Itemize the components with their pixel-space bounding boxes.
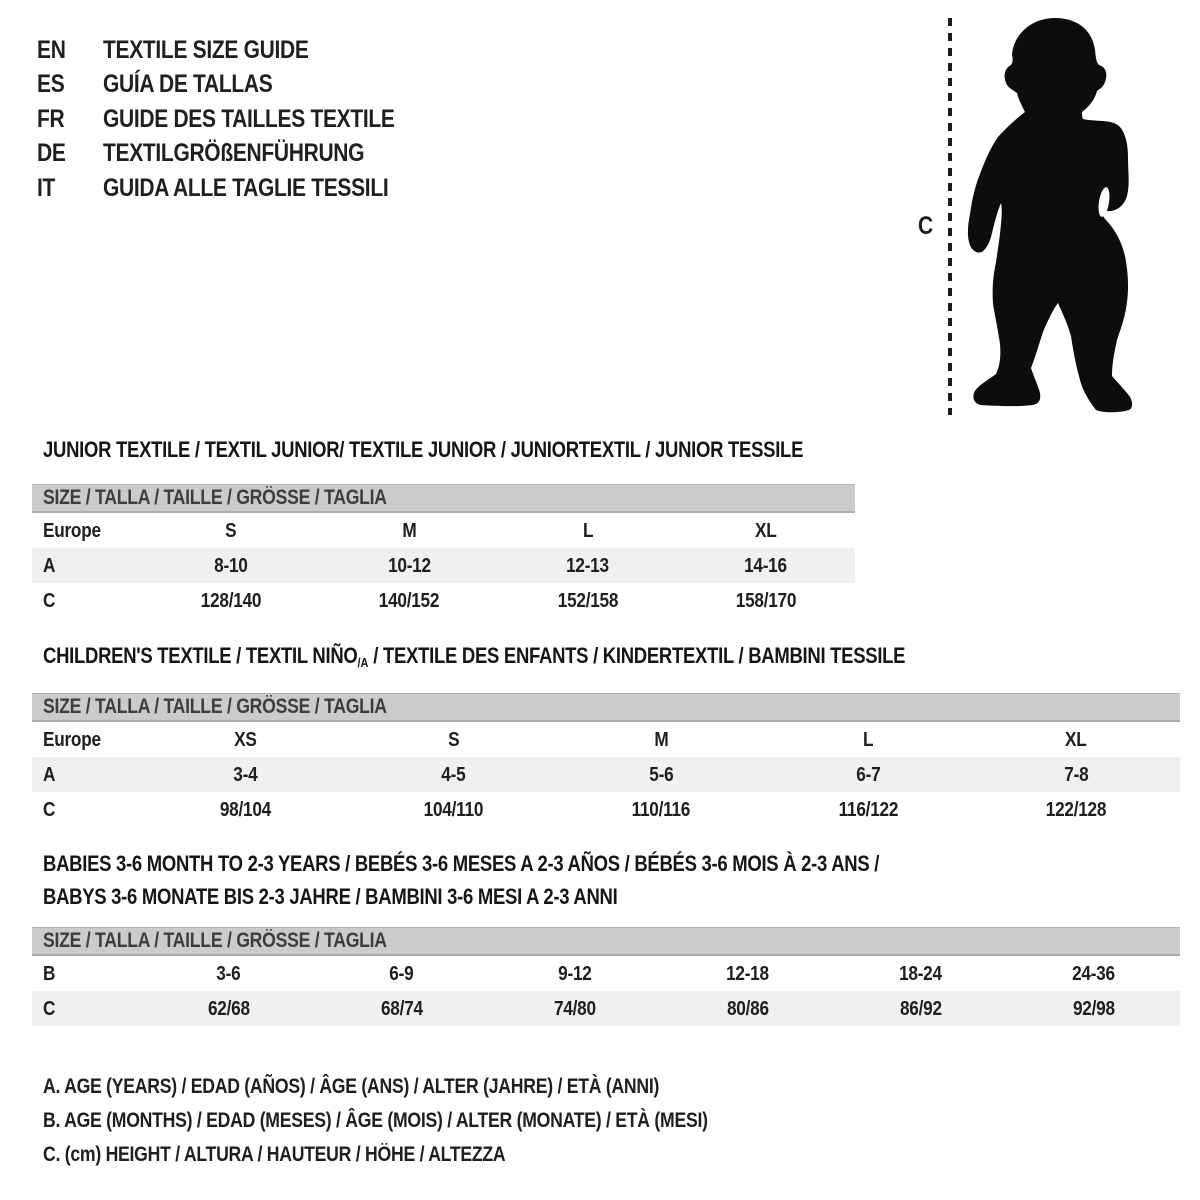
size-value: 14-16 (744, 553, 788, 577)
size-value: 62/68 (207, 996, 250, 1020)
size-value: 80/86 (726, 996, 769, 1020)
size-value: 8-10 (214, 553, 248, 577)
size-value: 18-24 (899, 961, 942, 985)
row-label: C (43, 588, 56, 612)
title-subscript: /A (357, 655, 369, 670)
language-row-fr: FR GUIDE DES TAILLES TEXTILE (37, 102, 450, 137)
junior-size-table: SIZE / TALLA / TAILLE / GRÖSSE / TAGLIA … (32, 484, 855, 618)
size-value: 74/80 (553, 996, 596, 1020)
table-row-months: B 3-6 6-9 9-12 12-18 18-24 24-36 (32, 956, 1180, 991)
size-table-header: SIZE / TALLA / TAILLE / GRÖSSE / TAGLIA (32, 693, 1180, 722)
table-row-region: Europe XS S M L XL (32, 722, 1180, 757)
size-value: 128/140 (200, 588, 262, 612)
size-value: 92/98 (1072, 996, 1115, 1020)
table-row-region: Europe S M L XL (32, 513, 855, 548)
language-row-es: ES GUÍA DE TALLAS (37, 68, 450, 103)
column-header: S (225, 518, 238, 542)
size-table-header: SIZE / TALLA / TAILLE / GRÖSSE / TAGLIA (32, 927, 1180, 956)
size-value: 140/152 (379, 588, 440, 612)
language-code: ES (37, 70, 65, 99)
legend-line-a: A. AGE (YEARS) / EDAD (AÑOS) / ÂGE (ANS)… (43, 1075, 660, 1098)
measurement-legend: A. AGE (YEARS) / EDAD (AÑOS) / ÂGE (ANS)… (43, 1070, 834, 1172)
row-label: C (43, 996, 56, 1020)
column-header: XS (234, 727, 258, 751)
row-label: B (43, 961, 56, 985)
region-label: Europe (43, 727, 101, 751)
children-size-table: SIZE / TALLA / TAILLE / GRÖSSE / TAGLIA … (32, 693, 1180, 827)
legend-line-b: B. AGE (MONTHS) / EDAD (MESES) / ÂGE (MO… (43, 1109, 708, 1132)
legend-line-c: C. (cm) HEIGHT / ALTURA / HAUTEUR / HÖHE… (43, 1143, 506, 1166)
baby-silhouette-icon (967, 18, 1133, 413)
size-value: 9-12 (557, 961, 592, 985)
size-value: 68/74 (380, 996, 423, 1020)
language-row-it: IT GUIDA ALLE TAGLIE TESSILI (37, 171, 450, 206)
size-value: 110/116 (631, 797, 691, 821)
language-code: EN (37, 35, 66, 64)
language-list: EN TEXTILE SIZE GUIDE ES GUÍA DE TALLAS … (37, 33, 450, 206)
size-value: 104/110 (423, 797, 484, 821)
column-header: S (447, 727, 460, 751)
size-value: 10-12 (387, 553, 431, 577)
table-row-height: C 98/104 104/110 110/116 116/122 122/128 (32, 792, 1180, 827)
region-label: Europe (43, 518, 101, 542)
size-value: 116/122 (838, 797, 899, 821)
size-value: 7-8 (1064, 762, 1089, 786)
junior-section-title: JUNIOR TEXTILE / TEXTIL JUNIOR/ TEXTILE … (43, 437, 804, 462)
column-header: M (402, 518, 417, 542)
table-row-height: C 62/68 68/74 74/80 80/86 86/92 92/98 (32, 991, 1180, 1026)
size-value: 98/104 (220, 797, 272, 821)
babies-section-title: BABIES 3-6 MONTH TO 2-3 YEARS / BEBÉS 3-… (43, 851, 880, 909)
children-section-title: CHILDREN'S TEXTILE / TEXTIL NIÑO/A / TEX… (43, 643, 906, 670)
size-value: 3-4 (233, 762, 258, 786)
language-row-de: DE TEXTILGRÖßENFÜHRUNG (37, 137, 450, 172)
language-code: DE (37, 139, 66, 168)
row-label: A (43, 762, 56, 786)
column-header: XL (755, 518, 777, 542)
column-header: XL (1065, 727, 1087, 751)
language-code: FR (37, 104, 65, 133)
size-value: 12-18 (726, 961, 769, 985)
size-value: 6-9 (389, 961, 414, 985)
size-value: 122/128 (1045, 797, 1107, 821)
language-label: GUIDA ALLE TAGLIE TESSILI (103, 173, 389, 202)
column-header: L (582, 518, 593, 542)
table-row-age: A 3-4 4-5 5-6 6-7 7-8 (32, 757, 1180, 792)
size-value: 4-5 (441, 762, 466, 786)
size-value: 3-6 (216, 961, 241, 985)
language-code: IT (37, 173, 56, 202)
language-label: TEXTILGRÖßENFÜHRUNG (103, 139, 365, 168)
size-value: 12-13 (566, 553, 610, 577)
height-dashed-line (948, 18, 952, 415)
column-header: L (863, 727, 874, 751)
language-label: TEXTILE SIZE GUIDE (103, 35, 309, 64)
size-value: 6-7 (856, 762, 881, 786)
size-value: 86/92 (899, 996, 942, 1020)
size-value: 5-6 (648, 762, 674, 786)
column-header: M (653, 727, 669, 751)
table-row-age: A 8-10 10-12 12-13 14-16 (32, 548, 855, 583)
height-measure-label: C (918, 212, 933, 240)
row-label: C (43, 797, 56, 821)
babies-size-table: SIZE / TALLA / TAILLE / GRÖSSE / TAGLIA … (32, 927, 1180, 1026)
size-value: 24-36 (1072, 961, 1115, 985)
size-table-header: SIZE / TALLA / TAILLE / GRÖSSE / TAGLIA (32, 484, 855, 513)
table-row-height: C 128/140 140/152 152/158 158/170 (32, 583, 855, 618)
language-row-en: EN TEXTILE SIZE GUIDE (37, 33, 450, 68)
language-label: GUIDE DES TAILLES TEXTILE (103, 104, 395, 133)
size-value: 158/170 (735, 588, 797, 612)
size-value: 152/158 (557, 588, 618, 612)
language-label: GUÍA DE TALLAS (103, 70, 273, 99)
row-label: A (43, 553, 56, 577)
